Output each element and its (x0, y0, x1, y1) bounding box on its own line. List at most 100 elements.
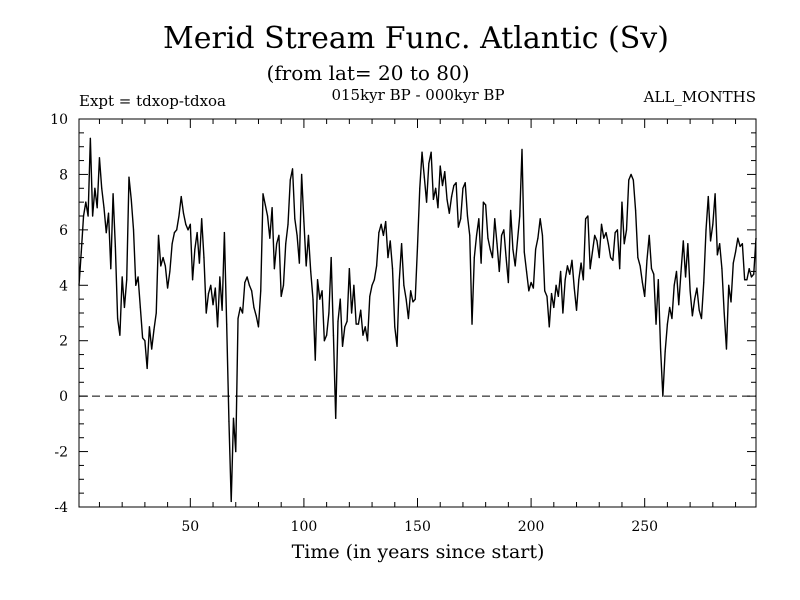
data-point (273, 268, 275, 270)
data-point (182, 212, 185, 214)
data-point (728, 284, 730, 286)
data-point (607, 243, 609, 245)
data-point (269, 237, 271, 239)
y-tick-label: -2 (54, 445, 68, 461)
data-point (616, 229, 619, 231)
data-point (289, 179, 291, 181)
data-point (307, 234, 310, 236)
y-tick-label: 10 (50, 112, 68, 128)
data-point (569, 273, 571, 275)
data-point (244, 281, 246, 284)
data-point (453, 184, 455, 187)
data-point (389, 240, 391, 242)
data-point (653, 273, 655, 275)
data-point (228, 420, 230, 422)
data-point (255, 315, 257, 317)
data-point (634, 209, 637, 212)
data-point (585, 218, 587, 220)
data-point (462, 187, 464, 189)
data-point (450, 196, 453, 198)
data-point (221, 309, 223, 311)
data-point (605, 232, 607, 234)
data-point (194, 248, 196, 250)
data-point (189, 223, 191, 225)
data-point (437, 207, 439, 209)
data-point (407, 317, 410, 320)
data-point (205, 312, 207, 314)
data-point (396, 345, 398, 347)
data-point (169, 270, 171, 273)
data-point (460, 218, 462, 220)
data-point (644, 295, 646, 297)
data-point (114, 245, 116, 248)
data-point (201, 218, 203, 220)
data-point (669, 306, 671, 309)
data-point (98, 157, 101, 159)
data-point (316, 279, 319, 281)
period-label: 015kyr BP - 000kyr BP (331, 86, 504, 104)
data-point (662, 395, 664, 397)
data-point (364, 326, 366, 328)
axes: 50 100 150 200 250 -4 -2 0 2 4 6 8 10 (50, 112, 757, 535)
data-point (326, 334, 328, 336)
experiment-label: Expt = tdxop-tdxoa (79, 92, 226, 110)
data-point (276, 243, 278, 245)
data-point (655, 323, 657, 325)
data-point (330, 256, 332, 259)
data-point (466, 215, 469, 217)
data-point (744, 279, 746, 281)
chart-title: Merid Stream Func. Atlantic (Sv) (163, 21, 669, 56)
data-point (435, 187, 437, 189)
data-point (96, 207, 98, 209)
data-point (425, 201, 428, 203)
data-point (619, 268, 621, 270)
data-point (582, 279, 584, 281)
data-point (748, 268, 750, 270)
data-point (630, 173, 632, 176)
data-point (287, 223, 289, 225)
data-point (362, 334, 364, 336)
data-point (173, 232, 176, 234)
data-point (328, 312, 330, 314)
data-point (301, 173, 303, 176)
data-point (348, 268, 350, 270)
data-point (632, 179, 634, 181)
data-point (564, 279, 566, 281)
data-points (78, 137, 757, 503)
data-point (639, 265, 641, 267)
data-point (505, 256, 507, 259)
data-point (235, 450, 237, 453)
data-point (117, 317, 119, 320)
data-point (412, 301, 414, 303)
data-point (723, 312, 725, 314)
data-point (589, 268, 591, 270)
data-point (510, 209, 512, 212)
data-point (121, 276, 123, 278)
data-point (323, 340, 325, 342)
data-point (223, 232, 225, 234)
data-point (675, 270, 678, 273)
y-tick-label: -4 (54, 500, 68, 516)
data-point (382, 234, 385, 236)
data-point (219, 276, 221, 278)
data-point (448, 212, 450, 214)
y-tick-label: 8 (59, 167, 68, 183)
data-point (498, 270, 500, 273)
data-point (314, 359, 316, 361)
data-point (485, 204, 487, 206)
data-point (232, 417, 235, 419)
data-point (446, 198, 448, 200)
data-point (557, 295, 559, 297)
data-point (519, 215, 521, 217)
data-point (457, 226, 459, 228)
data-point (378, 232, 380, 234)
data-point (528, 290, 530, 292)
data-point (305, 265, 307, 267)
data-point (441, 184, 444, 187)
chart-subtitle: (from lat= 20 to 80) (266, 61, 469, 85)
data-point (85, 201, 87, 203)
data-point (380, 223, 382, 225)
data-point (237, 317, 239, 320)
data-point (339, 298, 341, 300)
data-point (294, 218, 296, 220)
